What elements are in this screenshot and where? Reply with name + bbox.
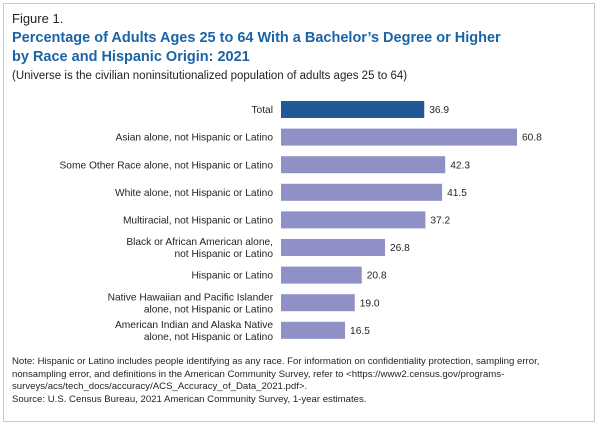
bar-2 [281,156,446,174]
figure-frame [3,3,595,422]
bar-4 [281,211,426,229]
notes-block: Note: Hispanic or Latino includes people… [12,356,592,406]
source-text: Source: U.S. Census Bureau, 2021 America… [12,393,367,405]
category-label-8: American Indian and Alaska Native alone, … [115,320,273,343]
chart-title: Percentage of Adults Ages 25 to 64 With … [12,29,582,67]
chart-subtitle: (Universe is the civilian noninsitutiona… [12,70,408,82]
chart-title-line-2: by Race and Hispanic Origin: 2021 [12,49,250,65]
bar-3 [281,183,443,201]
category-label-5: Black or African American alone, not Hisp… [126,237,273,260]
category-label-6: Hispanic or Latino [191,271,273,282]
category-label-2: Some Other Race alone, not Hispanic or L… [60,160,274,171]
bar-7 [281,294,355,312]
value-label-6: 20.8 [367,271,387,282]
value-label-3: 41.5 [447,188,467,199]
bar-chart: 36.9 Total 60.8 Asian alone, not Hispanic o… [60,101,542,343]
chart-title-line-1: Percentage of Adults Ages 25 to 64 With … [12,30,501,46]
value-label-0: 36.9 [429,105,449,116]
category-label-3: White alone, not Hispanic or Latino [115,188,273,199]
value-label-7: 19.0 [360,298,380,309]
note-text: Note: Hispanic or Latino includes people… [12,356,540,392]
bar-8 [281,321,346,339]
value-label-2: 42.3 [450,160,470,171]
value-label-8: 16.5 [350,326,370,337]
value-label-4: 37.2 [430,216,450,227]
bar-0 [281,101,425,118]
category-label-0: Total [251,105,273,116]
value-label-1: 60.8 [522,133,542,144]
bar-5 [281,239,386,256]
category-label-7: Native Hawaiian and Pacific Islander alon… [108,292,274,315]
category-label-4: Multiracial, not Hispanic or Latino [123,216,273,227]
bar-6 [281,266,362,284]
value-label-5: 26.8 [390,243,410,254]
figure-label: Figure 1. [12,11,64,26]
category-label-1: Asian alone, not Hispanic or Latino [116,133,274,144]
bar-1 [281,128,517,146]
